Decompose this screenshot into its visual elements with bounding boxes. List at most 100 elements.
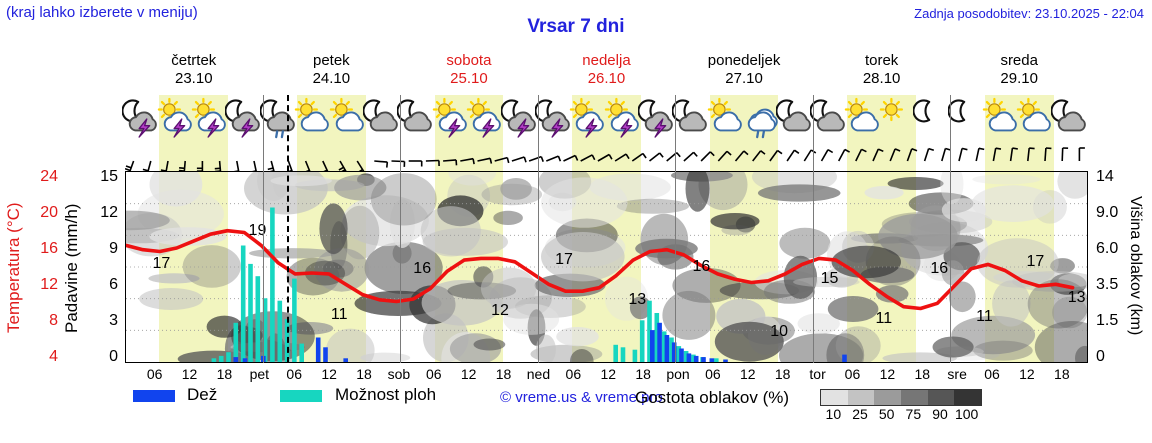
rain-bar-13 (701, 357, 706, 362)
showers-bar-9 (277, 300, 283, 362)
temperature-axis-title: Temperatura (°C) (4, 202, 23, 334)
cloud-density-field (126, 172, 1087, 362)
cloud-tick-2: 6.0 (1096, 240, 1119, 257)
time-tick-sob-7: sob (387, 366, 411, 382)
showers-bar-22 (683, 351, 689, 362)
page-title: Vrsar 7 dni (527, 16, 625, 37)
weather-icon-moon-cloud-thunder-d3-s0 (534, 97, 575, 139)
showers-bar-10 (284, 319, 290, 362)
weather-icon-sun-cloud-thunder-d2-s2 (466, 97, 506, 139)
temperature-value-label-10: 11 (875, 309, 893, 327)
temperature-value-label-14: 13 (1067, 288, 1086, 306)
rain-bar-9 (671, 342, 677, 362)
cloud-scale-segment-100 (954, 390, 981, 405)
day-name: nedelja (582, 52, 631, 69)
temperature-tick-5: 4 (49, 348, 58, 365)
showers-bar-14 (620, 347, 626, 362)
weather-icon-sun-cloud-thunder-d3-s1 (569, 97, 609, 139)
time-tick-12-17: 12 (740, 366, 756, 382)
temperature-value-label-2: 11 (330, 305, 348, 323)
weather-icon-moon-cloud-d2-s0 (397, 97, 437, 139)
showers-bar-2 (226, 352, 231, 362)
weather-icon-moon-cloud-thunder-d2-s3 (500, 97, 541, 139)
weather-icon-moon-cloud-thunder-d0-s0 (122, 97, 162, 139)
cloud-scale-segment-50 (874, 390, 901, 405)
day-header-2: sobota 25.10 (400, 52, 538, 88)
day-date: 23.10 (175, 70, 213, 87)
time-tick-ned-11: ned (526, 366, 551, 382)
time-tick-12-21: 12 (879, 366, 896, 382)
temperature-value-label-0: 17 (152, 254, 171, 272)
time-tick-06-16: 06 (705, 366, 721, 382)
time-tick-pon-15: pon (666, 366, 690, 382)
weather-icon-sun-cloud-d6-s2 (1016, 97, 1056, 139)
time-tick-18-18: 18 (774, 366, 791, 382)
temperature-value-label-5: 17 (555, 250, 573, 268)
showers-bar-25 (714, 358, 719, 362)
showers-bar-5 (248, 263, 253, 362)
time-tick-18-6: 18 (356, 366, 372, 382)
weather-icon-row (122, 95, 1088, 141)
location-menu-hint[interactable]: (kraj lahko izberete v meniju) (6, 4, 198, 21)
showers-bar-7 (262, 298, 268, 362)
copyright-link[interactable]: © vreme.us & vreme.pro (500, 389, 663, 406)
showers-bar-4 (240, 245, 246, 362)
cloud-scale-label-75: 75 (905, 406, 922, 422)
showers-bar-23 (691, 354, 696, 362)
day-header-1: petek 24.10 (263, 52, 401, 88)
rain-bars (233, 322, 847, 362)
rain-legend-swatch (133, 390, 175, 402)
rain-bar-8 (664, 335, 670, 362)
cloud-tick-0: 14 (1096, 168, 1114, 185)
rain-bar-7 (657, 322, 662, 362)
rain-bar-10 (679, 348, 684, 362)
rain-bar-6 (650, 330, 655, 362)
day-date: 29.10 (1000, 70, 1038, 87)
wind-barb-row (125, 141, 1088, 171)
day-name: sobota (446, 52, 492, 69)
precipitation-tick-1: 12 (100, 204, 118, 221)
day-date: 24.10 (312, 70, 351, 87)
time-tick-12-25: 12 (1019, 366, 1035, 382)
temperature-value-label-9: 15 (820, 269, 839, 287)
chart-svg (126, 172, 1087, 362)
time-tick-sre-23: sre (947, 366, 967, 382)
precipitation-tick-5: 0 (109, 348, 118, 365)
time-tick-18-14: 18 (635, 366, 651, 382)
weather-icon-sun-cloud-thunder-d0-s2 (191, 97, 231, 139)
showers-bar-15 (632, 349, 638, 362)
weather-icon-cloud-drizzle-d4-s2 (741, 97, 781, 139)
rain-bar-12 (693, 355, 699, 362)
showers-bars (211, 207, 719, 362)
showers-legend-swatch (280, 390, 322, 402)
day-date: 25.10 (450, 70, 488, 87)
rain-bar-14 (709, 358, 715, 362)
cloud-height-axis-title: Višina oblakov (km) (1127, 196, 1144, 336)
day-name: sreda (1000, 52, 1038, 69)
weather-icon-sun-cloud-d1-s2 (329, 97, 369, 139)
weather-icon-moon-d6-s0 (947, 97, 988, 139)
rain-bar-4 (323, 347, 328, 362)
time-tick-18-26: 18 (1054, 366, 1070, 382)
cloud-scale-label-90: 90 (932, 406, 948, 422)
cloud-scale-segment-25 (847, 390, 875, 405)
day-separator-5 (812, 95, 814, 363)
temperature-value-label-12: 11 (976, 307, 993, 325)
cloud-scale-label-25: 25 (852, 406, 868, 422)
last-updated-text: Zadnja posodobitev: 23.10.2025 - 22:04 (914, 6, 1144, 21)
day-header-5: torek 28.10 (813, 52, 951, 88)
precipitation-axis-title: Padavine (mm/h) (62, 203, 81, 333)
weather-icon-sun-cloud-d5-s1 (844, 97, 884, 139)
time-tick-18-2: 18 (216, 366, 233, 382)
temperature-value-label-3: 16 (413, 260, 432, 278)
temperature-value-label-7: 16 (692, 258, 711, 276)
time-tick-06-0: 06 (146, 366, 163, 382)
weather-icon-sun-cloud-thunder-d0-s1 (157, 97, 197, 139)
temperature-tick-1: 20 (40, 204, 58, 221)
current-time-marker (287, 95, 290, 363)
weather-icon-moon-cloud-d4-s0 (672, 97, 712, 139)
temperature-value-label-6: 13 (628, 290, 647, 308)
weather-icon-moon-cloud-thunder-d0-s3 (225, 97, 265, 139)
time-tick-12-13: 12 (600, 366, 617, 382)
showers-bar-6 (255, 276, 261, 362)
